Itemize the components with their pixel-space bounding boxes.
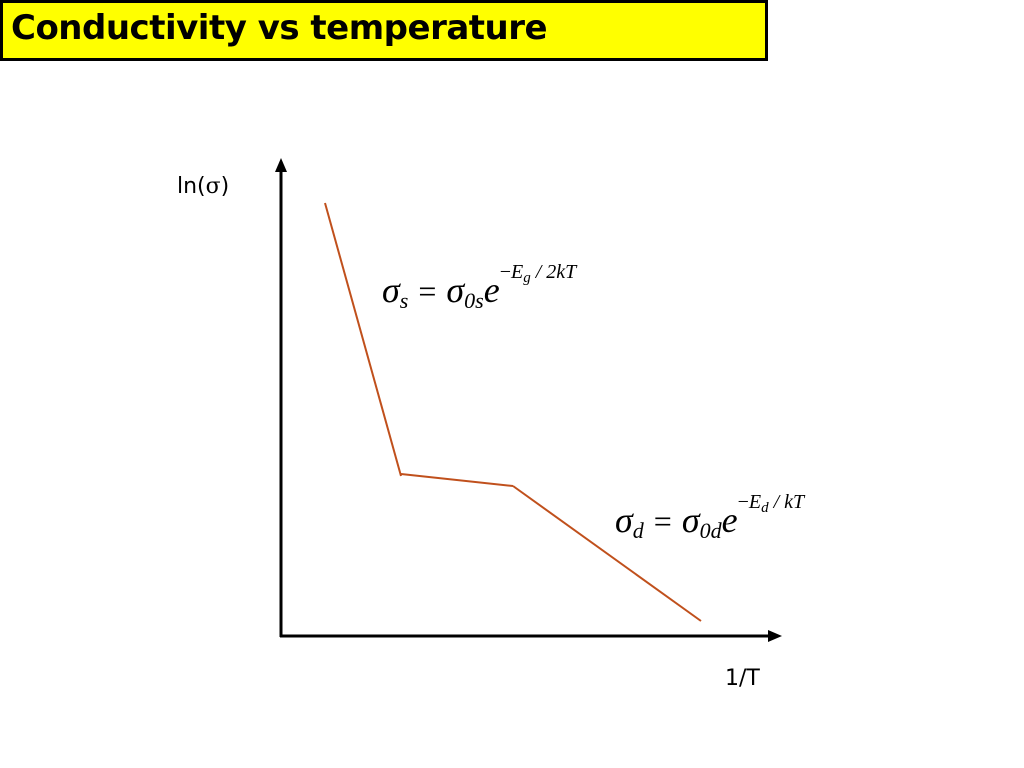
y-axis-arrowhead	[275, 158, 287, 172]
x-axis-arrowhead	[768, 630, 782, 642]
extrinsic-conductivity-equation: σd = σ0de−Ed / kT	[615, 491, 805, 543]
y-axis-label: ln(σ)	[177, 174, 230, 199]
intrinsic-conductivity-equation: σs = σ0se−Eg / 2kT	[382, 261, 577, 313]
saturation-region-line	[400, 473, 514, 487]
extrinsic-region-line	[512, 485, 702, 622]
slide-title: Conductivity vs temperature	[11, 8, 548, 48]
intrinsic-region-line	[324, 202, 402, 477]
x-axis-label: 1/T	[725, 666, 760, 691]
title-box: Conductivity vs temperature	[0, 0, 768, 61]
